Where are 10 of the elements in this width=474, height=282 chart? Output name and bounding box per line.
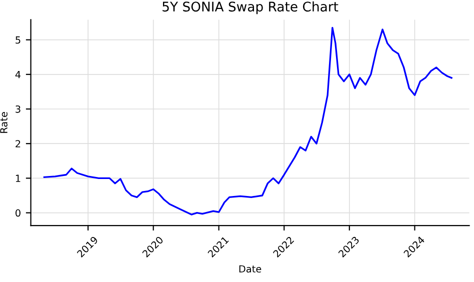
y-tick-label: 5 <box>16 36 20 44</box>
y-tick-label: 2 <box>16 140 20 148</box>
y-axis-title: Rate <box>0 112 8 133</box>
y-tick-label: 4 <box>15 71 21 78</box>
y-tick-label: 1 <box>16 174 20 182</box>
line-series <box>43 26 452 216</box>
y-tick-label: 0 <box>16 209 20 217</box>
x-axis-title: Date <box>239 265 262 273</box>
chart-title: 5Y SONIA Swap Rate Chart <box>162 1 338 14</box>
y-tick-label: 3 <box>16 105 20 113</box>
